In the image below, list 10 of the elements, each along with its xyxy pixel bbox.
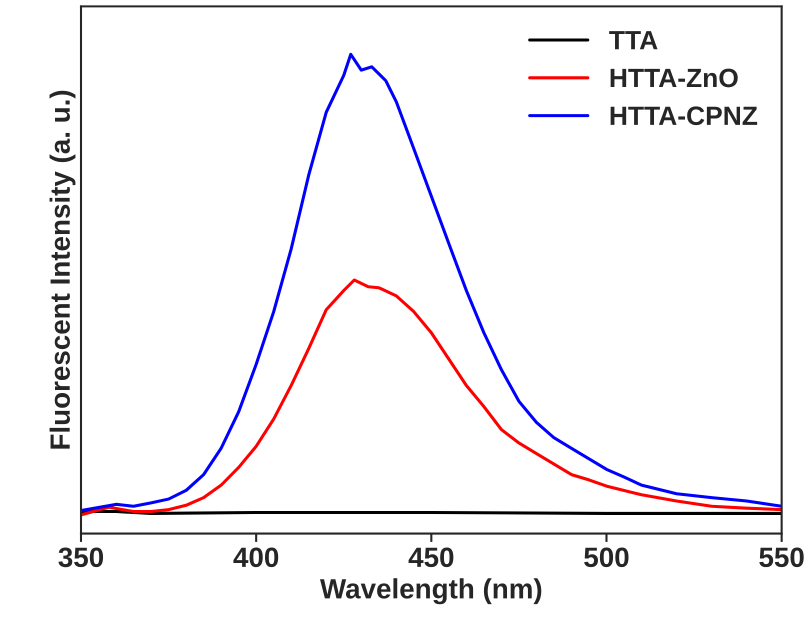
x-tick-label: 450 <box>408 547 454 568</box>
x-tick-label: 400 <box>233 547 278 568</box>
legend-label: TTA <box>609 31 658 50</box>
x-tick-label: 500 <box>584 547 629 568</box>
x-tick-label: 350 <box>58 547 104 568</box>
x-axis-title: Wavelength (nm) <box>320 578 542 604</box>
y-axis-title: Fluorescent Intensity (a. u.) <box>50 90 76 449</box>
legend-label: HTTA-CPNZ <box>610 106 758 126</box>
legend-label: HTTA-ZnO <box>610 68 738 88</box>
x-tick-label: 550 <box>759 547 804 568</box>
